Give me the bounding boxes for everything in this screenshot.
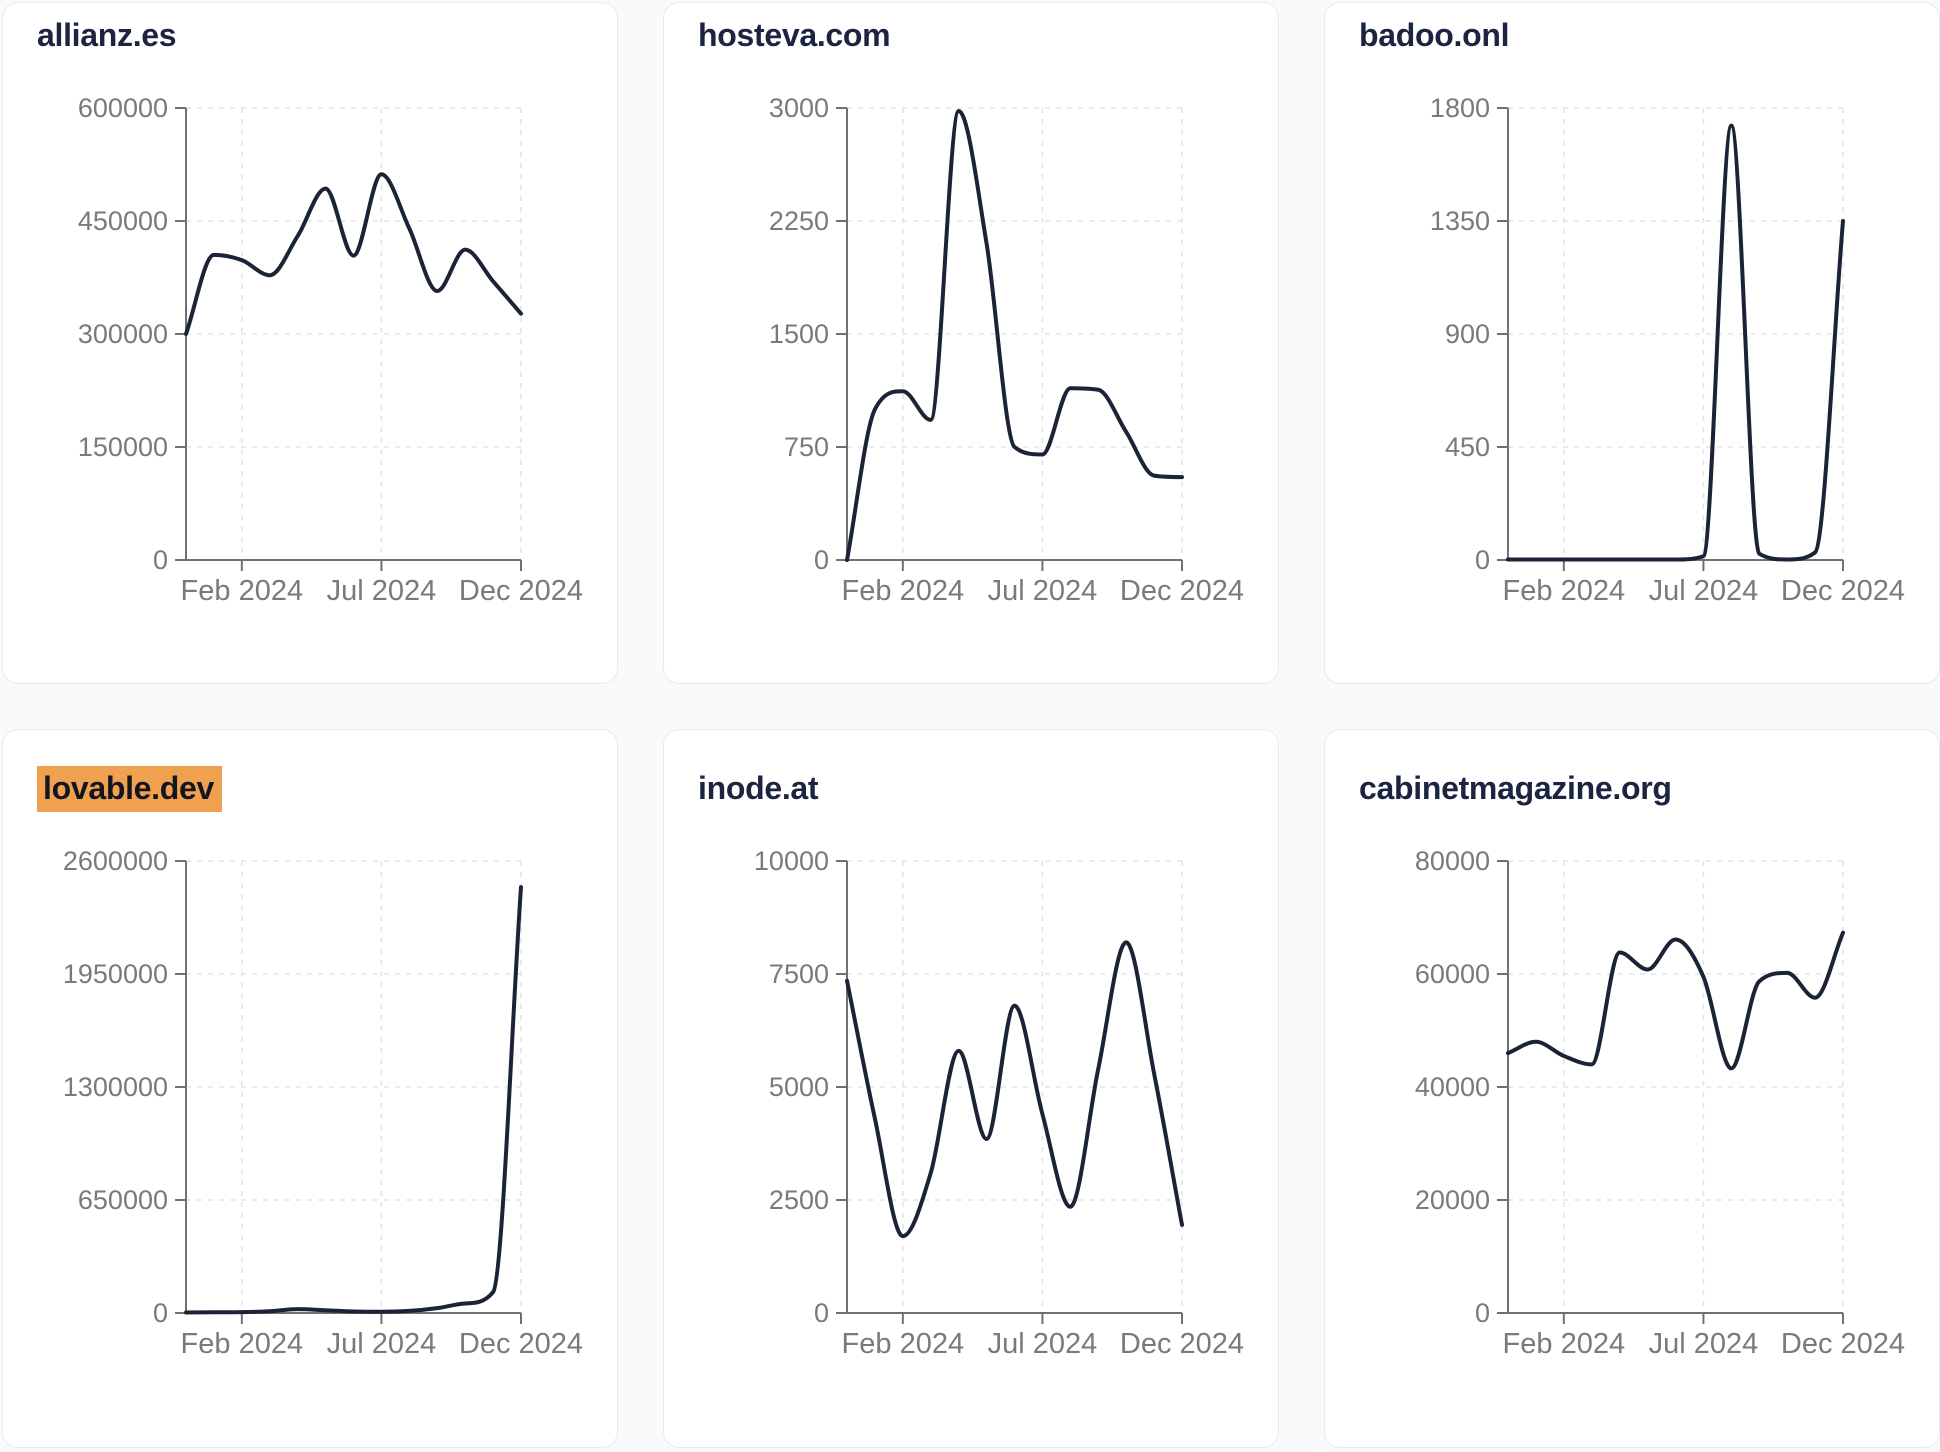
chart-card-badoo-onl: badoo.onl 0 450 900 1350 1800 Feb 2024 Jul 202… bbox=[1324, 2, 1940, 684]
chart-title: allianz.es bbox=[37, 17, 617, 54]
x-tick-label: Jul 2024 bbox=[327, 1328, 437, 1360]
y-tick-label: 5000 bbox=[769, 1072, 829, 1102]
domain-label: inode.at bbox=[698, 770, 819, 806]
x-tick-label: Feb 2024 bbox=[1503, 575, 1626, 607]
y-tick-label: 750 bbox=[784, 432, 829, 462]
x-tick-label: Feb 2024 bbox=[181, 575, 304, 607]
line-chart-canvas[interactable]: 0 650000 1300000 1950000 2600000 Feb 2024 Jul … bbox=[3, 815, 615, 1370]
x-tick-label: Feb 2024 bbox=[842, 575, 965, 607]
chart-title: inode.at bbox=[698, 770, 1278, 807]
y-tick-label: 10000 bbox=[754, 846, 829, 876]
x-tick-label: Dec 2024 bbox=[459, 1328, 583, 1360]
y-tick-label: 0 bbox=[1475, 545, 1490, 575]
series-line bbox=[1506, 123, 1845, 562]
domain-label: hosteva.com bbox=[698, 17, 891, 53]
y-tick-label: 0 bbox=[814, 545, 829, 575]
y-tick-label: 2250 bbox=[769, 206, 829, 236]
y-tick-label: 1300000 bbox=[63, 1072, 168, 1102]
chart-title: hosteva.com bbox=[698, 17, 1278, 54]
chart-card-lovable-dev: lovable.dev 0 650000 1300000 1950000 2600000… bbox=[2, 729, 618, 1448]
x-tick-label: Dec 2024 bbox=[1120, 575, 1244, 607]
chart-card-allianz-es: allianz.es 0 150000 300000 450000 600000 Feb … bbox=[2, 2, 618, 684]
x-tick-label: Dec 2024 bbox=[459, 575, 583, 607]
line-chart-canvas[interactable]: 0 750 1500 2250 3000 Feb 2024 Jul 2024 Dec 2024 bbox=[664, 62, 1276, 617]
x-tick-label: Jul 2024 bbox=[327, 575, 437, 607]
x-tick-label: Feb 2024 bbox=[842, 1328, 965, 1360]
series-line bbox=[184, 172, 523, 336]
y-tick-label: 300000 bbox=[78, 319, 168, 349]
line-chart-canvas[interactable]: 0 450 900 1350 1800 Feb 2024 Jul 2024 Dec 2024 bbox=[1325, 62, 1937, 617]
chart-card-inode-at: inode.at 0 2500 5000 7500 10000 Feb 2024 Jul 2… bbox=[663, 729, 1279, 1448]
x-tick-label: Jul 2024 bbox=[1649, 575, 1759, 607]
y-tick-label: 0 bbox=[814, 1298, 829, 1328]
y-tick-label: 600000 bbox=[78, 93, 168, 123]
y-tick-label: 60000 bbox=[1415, 959, 1490, 989]
chart-title: lovable.dev bbox=[37, 766, 617, 812]
y-tick-label: 1950000 bbox=[63, 959, 168, 989]
x-tick-label: Jul 2024 bbox=[1649, 1328, 1759, 1360]
domain-label-highlighted: lovable.dev bbox=[37, 766, 222, 812]
series-line bbox=[184, 884, 523, 1315]
domain-label: badoo.onl bbox=[1359, 17, 1510, 53]
y-tick-label: 0 bbox=[153, 545, 168, 575]
chart-card-cabinetmagazine-org: cabinetmagazine.org 0 20000 40000 60000 8000… bbox=[1324, 729, 1940, 1448]
series-line bbox=[1506, 930, 1845, 1071]
y-tick-label: 900 bbox=[1445, 319, 1490, 349]
y-tick-label: 20000 bbox=[1415, 1185, 1490, 1215]
y-tick-label: 150000 bbox=[78, 432, 168, 462]
y-tick-label: 7500 bbox=[769, 959, 829, 989]
y-tick-label: 450 bbox=[1445, 432, 1490, 462]
series-line bbox=[845, 940, 1184, 1238]
x-tick-label: Feb 2024 bbox=[1503, 1328, 1626, 1360]
chart-title: cabinetmagazine.org bbox=[1359, 770, 1939, 807]
y-tick-label: 2500 bbox=[769, 1185, 829, 1215]
line-chart-canvas[interactable]: 0 2500 5000 7500 10000 Feb 2024 Jul 2024 Dec 20… bbox=[664, 815, 1276, 1370]
chart-title: badoo.onl bbox=[1359, 17, 1939, 54]
x-tick-label: Dec 2024 bbox=[1781, 575, 1905, 607]
y-tick-label: 2600000 bbox=[63, 846, 168, 876]
y-tick-label: 1350 bbox=[1430, 206, 1490, 236]
x-tick-label: Feb 2024 bbox=[181, 1328, 304, 1360]
x-tick-label: Jul 2024 bbox=[988, 575, 1098, 607]
x-tick-label: Dec 2024 bbox=[1120, 1328, 1244, 1360]
chart-card-hosteva-com: hosteva.com 0 750 1500 2250 3000 Feb 2024 Jul … bbox=[663, 2, 1279, 684]
x-tick-label: Dec 2024 bbox=[1781, 1328, 1905, 1360]
y-tick-label: 80000 bbox=[1415, 846, 1490, 876]
y-tick-label: 650000 bbox=[78, 1185, 168, 1215]
domain-label: allianz.es bbox=[37, 17, 177, 53]
y-tick-label: 1800 bbox=[1430, 93, 1490, 123]
x-tick-label: Jul 2024 bbox=[988, 1328, 1098, 1360]
y-tick-label: 450000 bbox=[78, 206, 168, 236]
y-tick-label: 40000 bbox=[1415, 1072, 1490, 1102]
line-chart-canvas[interactable]: 0 150000 300000 450000 600000 Feb 2024 Jul 202… bbox=[3, 62, 615, 617]
y-tick-label: 1500 bbox=[769, 319, 829, 349]
y-tick-label: 0 bbox=[153, 1298, 168, 1328]
series-line bbox=[845, 108, 1184, 562]
domain-label: cabinetmagazine.org bbox=[1359, 770, 1672, 806]
line-chart-canvas[interactable]: 0 20000 40000 60000 80000 Feb 2024 Jul 2024 Dec… bbox=[1325, 815, 1937, 1370]
y-tick-label: 0 bbox=[1475, 1298, 1490, 1328]
y-tick-label: 3000 bbox=[769, 93, 829, 123]
